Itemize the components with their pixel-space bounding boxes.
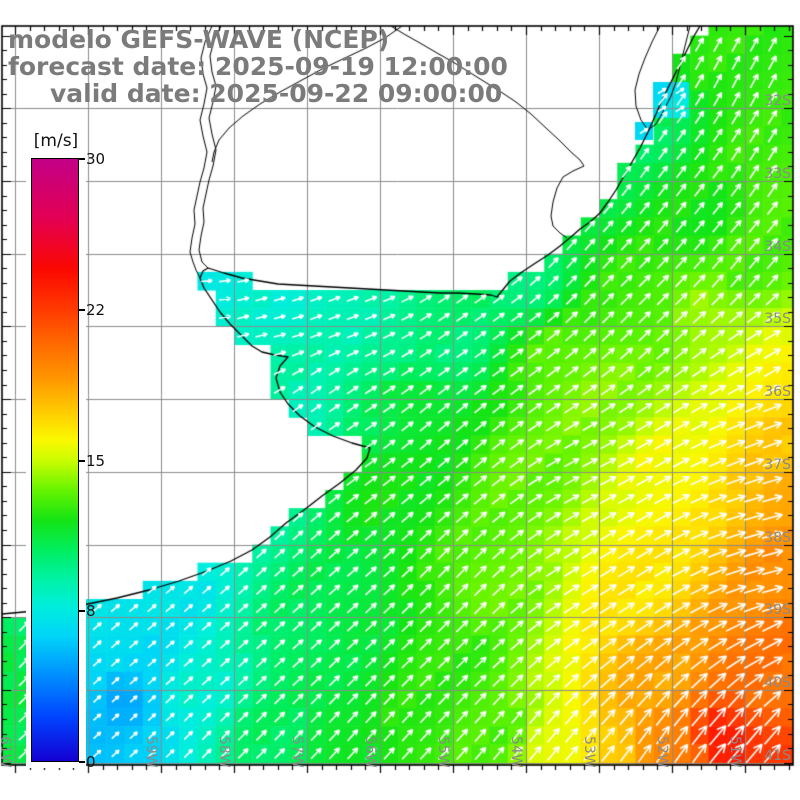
page-title: modelo GEFS-WAVE (NCEP) (8, 25, 390, 54)
colorbar-tick-label: 15 (86, 451, 106, 470)
lon-label-51W: 51W (727, 736, 743, 768)
lon-label-55W: 55W (435, 736, 451, 768)
colorbar-tick-label: 8 (86, 602, 96, 621)
lat-label-37S: 37S (764, 456, 791, 473)
lon-label-53W: 53W (581, 736, 597, 768)
lon-label-57W: 57W (289, 736, 305, 768)
lat-label-38S: 38S (764, 529, 791, 546)
colorbar-tick-label: 22 (86, 300, 106, 319)
lat-label-41S: 41S (764, 747, 791, 764)
colorbar-tick-mark (79, 459, 85, 462)
lat-label-35S: 35S (764, 311, 791, 328)
colorbar (26, 154, 86, 768)
lon-label-52W: 52W (654, 736, 670, 768)
colorbar-tick-label: 0 (86, 753, 96, 771)
lon-label-58W: 58W (216, 736, 232, 768)
colorbar-tick-mark (79, 308, 85, 311)
lon-label-56W: 56W (362, 736, 378, 768)
lat-label-36S: 36S (764, 384, 791, 401)
colorbar-gradient (31, 158, 79, 762)
lat-label-33S: 33S (764, 166, 791, 182)
colorbar-tick-label: 30 (86, 150, 106, 168)
lat-label-34S: 34S (764, 238, 791, 255)
lon-label-61W: 61W (0, 736, 13, 768)
valid-date-line: valid date: 2025-09-22 09:00:00 (50, 79, 503, 108)
colorbar-unit-label: [m/s] (33, 131, 79, 151)
lat-label-39S: 39S (764, 602, 791, 619)
lon-label-54W: 54W (508, 736, 524, 768)
colorbar-tick-mark (79, 761, 85, 763)
colorbar-tick-mark (79, 158, 85, 160)
colorbar-tick-mark (79, 610, 85, 613)
lat-label-32S: 32S (764, 93, 791, 110)
lat-label-40S: 40S (764, 674, 791, 691)
lon-label-59W: 59W (143, 736, 159, 768)
forecast-date-line: forecast date: 2025-09-19 12:00:00 (8, 52, 508, 81)
